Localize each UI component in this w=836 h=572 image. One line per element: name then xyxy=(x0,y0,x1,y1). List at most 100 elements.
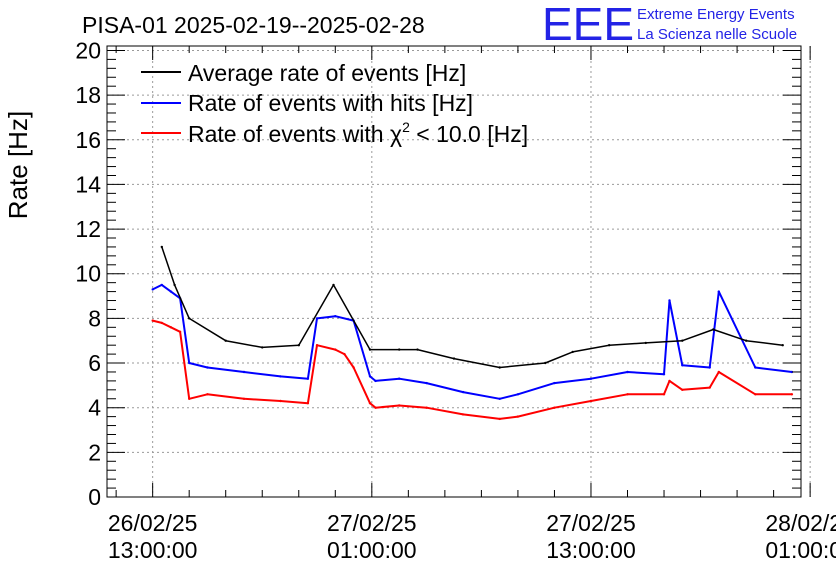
series-2-point xyxy=(188,397,191,400)
legend-label-hits: Rate of events with hits [Hz] xyxy=(188,90,473,116)
legend-chi2-exponent: 2 xyxy=(402,119,410,135)
series-1-point xyxy=(151,288,154,291)
series-2-point xyxy=(754,393,757,396)
series-1-point xyxy=(368,375,372,378)
grid-lines xyxy=(107,46,811,497)
x-tick-time: 13:00:00 xyxy=(108,537,198,563)
y-tick-label: 8 xyxy=(88,305,101,331)
series-1-point xyxy=(242,370,246,374)
legend-chi2-prefix: Rate of events with xyxy=(188,121,390,147)
series-0-point xyxy=(188,317,191,320)
x-tick-date: 27/02/25 xyxy=(327,510,417,536)
series-0-point xyxy=(608,344,611,347)
y-tick-label: 10 xyxy=(75,261,101,287)
series-0-point xyxy=(398,348,401,351)
series-0-point xyxy=(644,341,647,345)
series-1-point xyxy=(589,377,593,380)
series-2-point xyxy=(790,393,794,396)
series-2-point xyxy=(398,404,401,407)
y-tick-label: 0 xyxy=(88,484,101,510)
series-1-point xyxy=(717,290,720,293)
series-2-point xyxy=(461,413,465,416)
y-tick-label: 18 xyxy=(75,82,101,108)
series-0-point xyxy=(544,361,547,365)
series-1-point xyxy=(425,381,428,385)
x-tick-time: 01:00:00 xyxy=(765,537,836,563)
series-2-point xyxy=(169,326,173,329)
tick-labels: 0246810121416182026/02/2513:00:0027/02/2… xyxy=(75,37,836,563)
x-tick-time: 13:00:00 xyxy=(546,537,636,563)
series-2-point xyxy=(662,393,666,396)
series-line-2 xyxy=(152,319,792,420)
x-tick-date: 26/02/25 xyxy=(108,510,198,536)
series-1-point xyxy=(516,393,520,396)
series-1-point xyxy=(188,361,191,365)
series-2-point xyxy=(425,406,428,409)
series-0-point xyxy=(712,328,715,331)
series-1-point xyxy=(662,373,666,376)
series-1-point xyxy=(790,370,794,374)
series-0-point xyxy=(224,339,227,342)
series-0-point xyxy=(681,339,684,342)
x-tick-date: 28/02/25 xyxy=(765,510,836,536)
series-2-point xyxy=(668,379,671,383)
y-tick-label: 6 xyxy=(88,350,101,376)
series-2-point xyxy=(242,397,246,400)
y-tick-label: 14 xyxy=(75,171,101,197)
legend-chi2-symbol: χ xyxy=(390,121,402,147)
series-0-point xyxy=(745,339,748,342)
series-2-point xyxy=(279,399,282,403)
series-0-point xyxy=(498,366,501,369)
series-2-point xyxy=(589,399,593,403)
y-tick-label: 2 xyxy=(88,439,101,465)
x-tick-date: 27/02/25 xyxy=(546,510,636,536)
series-0-point xyxy=(416,348,419,351)
series-1-point xyxy=(553,381,556,385)
series-0-point xyxy=(571,350,574,354)
legend: Average rate of events [Hz] Rate of even… xyxy=(141,60,528,147)
legend-label-average: Average rate of events [Hz] xyxy=(188,60,466,86)
series-1-point xyxy=(279,375,282,378)
y-axis-label: Rate [Hz] xyxy=(3,111,33,219)
y-tick-label: 16 xyxy=(75,127,101,153)
series-1-point xyxy=(461,390,465,394)
y-tick-label: 20 xyxy=(75,37,101,63)
legend-label-chi2: Rate of events with χ2 < 10.0 [Hz] xyxy=(188,119,528,147)
series-1-point xyxy=(398,377,401,380)
series-2-point xyxy=(681,388,684,391)
plot-frame xyxy=(106,45,802,498)
y-tick-label: 12 xyxy=(75,216,101,242)
series-1-point xyxy=(668,299,671,302)
y-tick-label: 4 xyxy=(88,395,101,421)
series-0-point xyxy=(452,357,456,360)
series-2-point xyxy=(626,393,629,396)
series-1-point xyxy=(708,366,711,369)
series-2-point xyxy=(553,406,556,409)
series-1-point xyxy=(498,397,501,400)
series-0-point xyxy=(297,344,300,347)
x-tick-time: 01:00:00 xyxy=(327,537,417,563)
series-0-point xyxy=(781,344,784,347)
logo-letters: EEE xyxy=(542,0,634,50)
series-2-point xyxy=(306,402,310,405)
series-line-0 xyxy=(161,246,783,369)
series-1-point xyxy=(334,315,337,318)
series-2-point xyxy=(374,406,377,409)
series-0-point xyxy=(368,348,372,351)
series-2-point xyxy=(178,330,182,333)
series-2-point xyxy=(717,370,720,374)
series-2-point xyxy=(315,344,319,347)
logo-line2: La Scienza nelle Scuole xyxy=(637,26,797,43)
series-2-point xyxy=(160,321,163,325)
series-1-point xyxy=(160,283,163,287)
series-0-point xyxy=(160,245,163,249)
series-1-point xyxy=(169,290,173,293)
series-0-point xyxy=(261,346,264,349)
chart-title: PISA-01 2025-02-19--2025-02-28 xyxy=(82,12,425,38)
legend-chi2-suffix: < 10.0 [Hz] xyxy=(410,121,528,147)
series-layer xyxy=(151,245,794,421)
series-0-point xyxy=(332,283,335,287)
series-2-point xyxy=(368,402,372,405)
eee-logo: EEE Extreme Energy Events La Scienza nel… xyxy=(542,0,797,50)
